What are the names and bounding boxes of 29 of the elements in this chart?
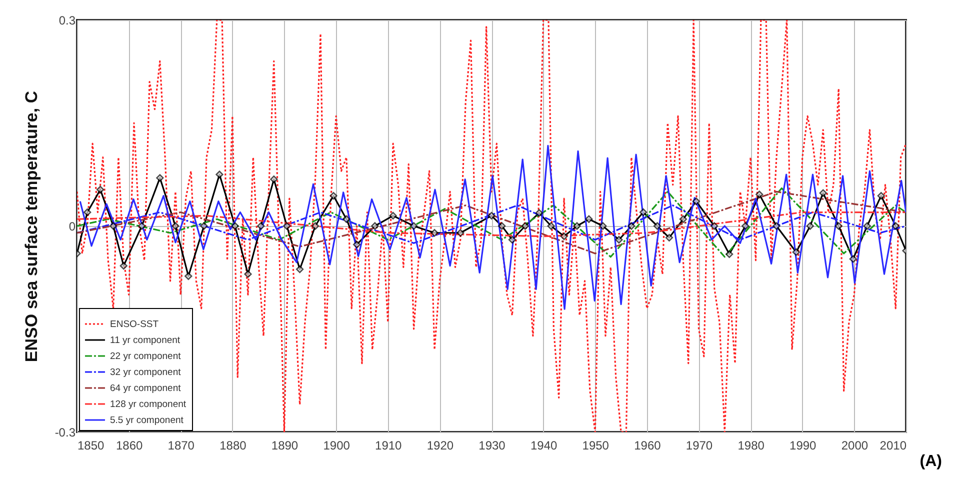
x-tick-label: 1950 xyxy=(582,438,610,452)
x-tick-label: 1880 xyxy=(220,438,247,452)
x-tick-label: 1940 xyxy=(530,438,558,452)
legend-label: ENSO-SST xyxy=(110,319,159,330)
legend-label: 128 yr component xyxy=(110,399,186,410)
x-tick-label: 1910 xyxy=(375,438,402,452)
x-tick-label: 1890 xyxy=(271,438,298,452)
legend-label: 32 yr component xyxy=(110,367,182,378)
legend-label: 11 yr component xyxy=(110,335,180,346)
legend-label: 22 yr component xyxy=(110,351,182,362)
y-tick-label: 0 xyxy=(68,220,76,234)
x-tick-label: 2000 xyxy=(841,438,868,452)
text: (A) xyxy=(920,453,942,471)
x-tick-label: 1920 xyxy=(426,438,454,452)
x-tick-label: 1850 xyxy=(78,438,105,452)
x-tick-label: 1980 xyxy=(738,438,765,452)
x-tick-label: 1900 xyxy=(323,438,350,452)
x-tick-label: 1960 xyxy=(634,438,662,452)
y-axis-title: ENSO sea surface temperature, C xyxy=(22,90,41,362)
x-tick-label: 1990 xyxy=(790,438,817,452)
x-tick-label: 2010 xyxy=(880,438,907,452)
x-tick-label: 1930 xyxy=(478,438,506,452)
y-tick-label: -0.3 xyxy=(54,426,76,440)
legend-label: 64 yr component xyxy=(110,383,182,394)
x-tick-label: 1970 xyxy=(686,438,713,452)
y-tick-label: 0.3 xyxy=(58,14,76,28)
x-tick-label: 1860 xyxy=(116,438,143,452)
legend-label: 5.5 yr component xyxy=(110,415,184,426)
x-tick-label: 1870 xyxy=(168,438,195,452)
